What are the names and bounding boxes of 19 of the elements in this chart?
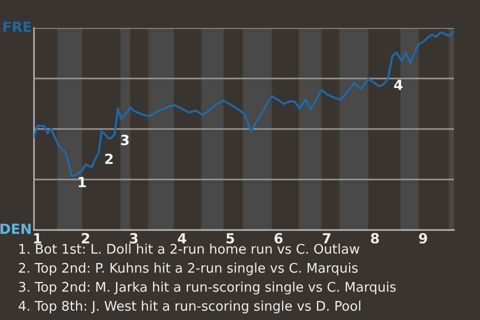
x-tick-label: 4 <box>178 233 186 244</box>
text: FRE <box>4 22 31 32</box>
annotation: 1 <box>78 177 86 188</box>
x-tick-label: 9 <box>419 233 428 244</box>
annotation: 4 <box>394 80 403 90</box>
x-tick-label: 1 <box>34 233 42 244</box>
text: 1. Bot 1st: L. Doll hit a 2-run home run vs C. Outlaw <box>19 244 360 254</box>
annotation: 2 <box>105 154 113 164</box>
x-tick-label: 8 <box>370 233 379 244</box>
x-tick-label: 7 <box>322 233 330 244</box>
x-tick-label: 6 <box>274 233 283 244</box>
x-tick-label: 5 <box>226 233 234 244</box>
text: DEN <box>0 224 31 234</box>
x-tick-label: 3 <box>130 233 138 244</box>
text: 3. Top 2nd: M. Jarka hit a run-scoring single vs C. Marquis <box>19 282 396 294</box>
text: 4. Top 8th: J. West hit a run-scoring single vs D. Pool <box>18 300 360 314</box>
text: 2. Top 2nd: P. Kuhns hit a 2-run single vs C. Marquis <box>18 262 358 276</box>
x-tick-label: 2 <box>82 233 90 244</box>
annotation: 3 <box>121 134 129 146</box>
